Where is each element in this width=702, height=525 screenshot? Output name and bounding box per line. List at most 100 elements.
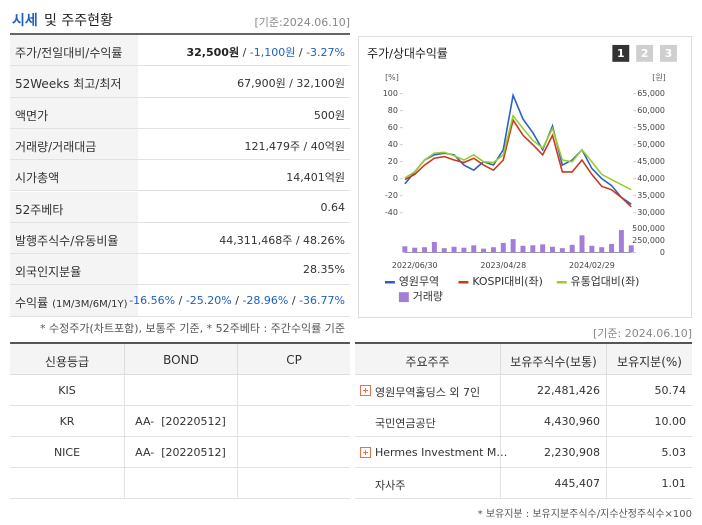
series-line: [404, 113, 632, 191]
credit-cell: NICE: [53, 446, 81, 459]
volume-bar: [540, 244, 546, 253]
series-line: [404, 118, 632, 208]
holder-name: Hermes Investment M…: [375, 446, 508, 459]
volume-bar: [550, 246, 555, 253]
row-value: 0.64: [321, 201, 346, 214]
value-part: -36.77%: [299, 294, 345, 308]
volume-bar: [520, 245, 526, 253]
holder-shares: 22,481,426: [537, 384, 600, 397]
label-part: (1M/3M/6M/1Y): [52, 299, 128, 311]
volume-bar: [569, 244, 575, 253]
row-value: 28.35%: [303, 263, 345, 276]
y2-tick-label: 60,000: [637, 106, 665, 115]
header-cell: CP: [237, 344, 350, 375]
tab-label: 3: [665, 47, 673, 60]
row-label: 주가/전일대비/수익률: [10, 35, 138, 66]
table-cell: [237, 437, 350, 468]
quote-row: 시가총액 14,401억원: [10, 160, 350, 192]
header-rule: [10, 33, 350, 35]
detail-icon[interactable]: [360, 447, 371, 458]
legend-label: 유통업대비(좌): [571, 275, 640, 288]
y3-tick-label: 0: [660, 248, 665, 257]
quote-note: * 수정주가(차트포함), 보통주 기준, * 52주베타 : 주간수익률 기준: [40, 322, 346, 335]
row-label: 시가총액: [10, 160, 138, 191]
value-part: /: [239, 46, 250, 59]
label-part: 거래량/거래대금: [15, 139, 97, 154]
row-label: 52Weeks 최고/최저: [10, 66, 138, 97]
x-tick-label: 2024/02/29: [569, 261, 615, 270]
volume-bar: [461, 247, 467, 253]
label-part: 시가총액: [15, 171, 60, 186]
tab[interactable]: [612, 44, 630, 62]
quote-row: 52주베타 0.64: [10, 191, 350, 223]
row-value: 14,401억원: [286, 169, 345, 185]
label-part: 외국인지분율: [15, 265, 82, 280]
holder-stake: 5.03: [661, 446, 687, 459]
row-value: -16.56% / -25.20% / -28.96% / -36.77%: [129, 294, 345, 307]
y-tick-label: 0: [393, 174, 398, 183]
label-part: 52Weeks 최고/최저: [15, 77, 122, 92]
quote-row: 52Weeks 최고/최저 67,900원 / 32,100원: [10, 66, 350, 98]
series-line: [404, 92, 632, 205]
holder-note: * 보유지분 : 보유지분주식수/지수산정주식수×100: [477, 509, 692, 520]
label-part: 발행주식수/유동비율: [15, 233, 119, 248]
volume-bar: [471, 245, 477, 253]
holder-stake: 1.01: [661, 477, 687, 490]
legend-label: 거래량: [413, 290, 443, 303]
volume-bar: [412, 247, 418, 253]
header-cell: 신용등급: [10, 344, 124, 375]
header-cell: 보유지분(%): [606, 344, 692, 375]
holder-name: 국민연금공단: [375, 417, 436, 430]
y-tick-label: 20: [388, 157, 398, 166]
value-part: -25.20%: [185, 294, 232, 308]
value-part: /: [295, 46, 307, 59]
table-cell: [500, 406, 606, 437]
credit-cell: AA- [20220512]: [135, 446, 226, 459]
volume-bar: [579, 235, 585, 253]
value-part: /: [175, 294, 186, 308]
row-value: 32,500원 / -1,100원 / -3.27%: [187, 44, 346, 60]
value-part: /: [231, 294, 243, 308]
table-cell: [500, 375, 606, 406]
volume-bar: [451, 246, 457, 253]
title-rest: 및 주주현황: [44, 13, 113, 29]
bottom-date: [기준: 2024.06.10]: [592, 327, 692, 340]
row-value: 67,900원 / 32,100원: [237, 75, 345, 91]
row-label: 수익률 (1M/3M/6M/1Y): [10, 285, 138, 316]
holder-name: 영원무역홀딩스 외 7인: [375, 386, 481, 399]
row-value: 500원: [314, 107, 345, 123]
header-cell: 주요주주: [355, 344, 500, 375]
label-part: 52주베타: [15, 202, 64, 217]
y-tick-label: 80: [388, 106, 398, 115]
row-value: 121,479주 / 40억원: [244, 138, 345, 154]
table-cell: [124, 437, 237, 468]
y3-tick-label: 500,000: [632, 224, 665, 233]
credit-cell: KIS: [58, 384, 76, 397]
volume-bar: [530, 245, 536, 253]
credit-cell: AA- [20220512]: [135, 415, 226, 428]
y-tick-label: 60: [388, 123, 398, 132]
tab[interactable]: [660, 44, 677, 62]
legend-swatch: [398, 292, 409, 303]
header-date: [기준:2024.06.10]: [254, 16, 350, 29]
holder-shares: 445,407: [554, 477, 601, 490]
volume-bar: [589, 245, 595, 253]
quote-row: 발행주식수/유동비율 44,311,468주 / 48.26%: [10, 222, 350, 255]
title-main: 시세: [12, 13, 38, 29]
tab[interactable]: [636, 44, 654, 62]
table-cell: [237, 468, 350, 499]
table-cell: [10, 375, 124, 406]
volume-bar: [559, 248, 565, 253]
row-label: 거래량/거래대금: [10, 128, 138, 160]
value-part: 121,479주 / 40억원: [244, 139, 345, 153]
holder-shares: 2,230,908: [544, 446, 600, 459]
volume-bar: [490, 247, 496, 253]
row-label: 액면가: [10, 97, 138, 128]
row-value: 44,311,468주 / 48.26%: [219, 232, 345, 248]
holder-stake: 50.74: [654, 384, 687, 397]
volume-bar: [441, 248, 447, 253]
detail-icon[interactable]: [360, 385, 371, 396]
quote-row: 주가/전일대비/수익률 32,500원 / -1,100원 / -3.27%: [10, 35, 350, 67]
holder-shares: 4,430,960: [544, 415, 600, 428]
y-tick-label: -20: [385, 191, 398, 200]
